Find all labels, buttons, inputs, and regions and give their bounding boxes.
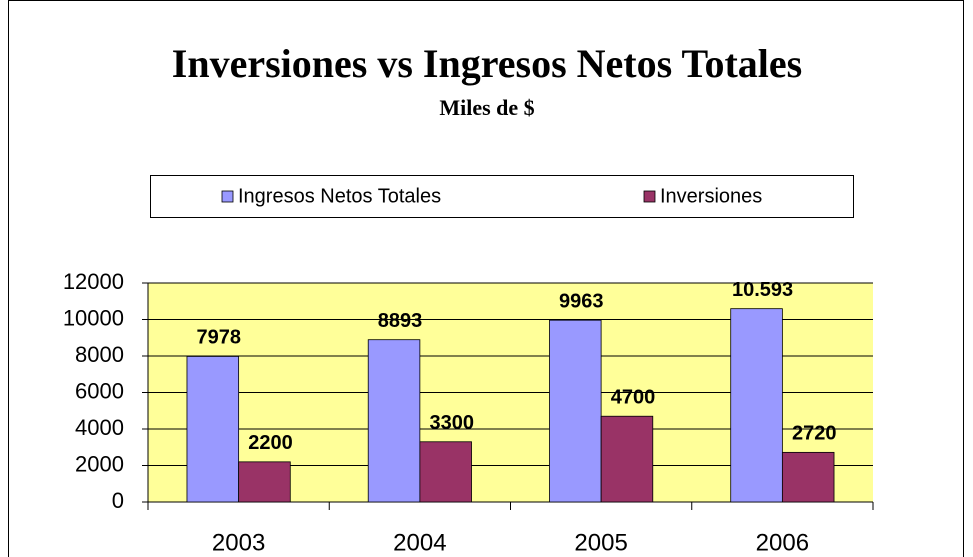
x-tick-label: 2005 <box>574 529 627 556</box>
y-tick-label: 6000 <box>75 378 124 403</box>
data-label: 2200 <box>248 432 293 454</box>
bar <box>730 308 783 503</box>
data-label: 2720 <box>792 423 837 445</box>
legend-box <box>150 175 854 218</box>
y-tick-label: 0 <box>112 488 124 513</box>
data-label: 10.593 <box>732 279 793 301</box>
legend-label: Ingresos Netos Totales <box>238 185 441 207</box>
y-tick-label: 4000 <box>75 415 124 440</box>
bar <box>186 356 240 503</box>
data-label: 9963 <box>559 290 604 312</box>
bar <box>238 461 291 503</box>
x-tick-label: 2004 <box>393 529 446 556</box>
data-label: 8893 <box>378 310 423 332</box>
bar <box>367 339 421 503</box>
legend-label: Inversiones <box>660 185 762 207</box>
y-tick-label: 8000 <box>75 342 124 367</box>
chart-subtitle: Miles de $ <box>439 95 534 120</box>
bar <box>781 451 835 503</box>
y-tick-label: 12000 <box>63 269 124 294</box>
x-tick-label: 2003 <box>212 529 265 556</box>
data-label: 7978 <box>197 327 242 349</box>
x-tick-label: 2006 <box>756 529 809 556</box>
y-tick-label: 10000 <box>63 305 124 330</box>
bar <box>549 319 602 503</box>
data-label: 3300 <box>429 412 474 434</box>
bar <box>419 441 472 503</box>
chart-title: Inversiones vs Ingresos Netos Totales <box>172 41 802 86</box>
legend-swatch <box>643 190 656 203</box>
y-tick-label: 2000 <box>75 451 124 476</box>
bar <box>600 415 654 503</box>
data-label: 4700 <box>611 387 656 409</box>
legend-swatch <box>221 190 234 203</box>
